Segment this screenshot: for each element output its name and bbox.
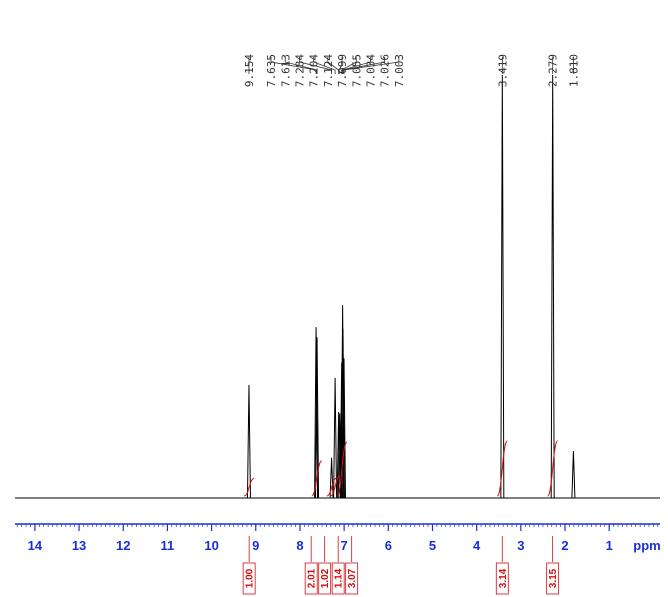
peak-label: 7.124: [322, 54, 335, 87]
leader-line: [270, 57, 317, 74]
integral-label: 3.14: [498, 568, 509, 588]
x-tick-label: 6: [385, 538, 392, 553]
x-tick-label: 1: [606, 538, 613, 553]
integral-label: 2.01: [307, 568, 318, 588]
integral-label: 1.14: [334, 568, 345, 588]
leader-line: [341, 57, 357, 74]
x-tick-label: 14: [28, 538, 43, 553]
leader-line: [313, 57, 336, 74]
integral-box: [345, 562, 359, 595]
integral-box: [495, 562, 509, 595]
integral-curve: [336, 441, 348, 497]
peak-label: 7.034: [364, 54, 377, 87]
integral-label: 1.02: [320, 568, 331, 588]
x-tick-label: 11: [161, 538, 175, 553]
peak-label: 7.003: [393, 54, 406, 87]
x-tick-label: 5: [429, 538, 436, 553]
peak-label: 7.613: [279, 54, 292, 87]
peak: [336, 412, 341, 499]
peak: [500, 74, 505, 499]
peak: [315, 337, 320, 499]
integral-label: 3.15: [548, 568, 559, 588]
x-tick-label: 13: [72, 538, 86, 553]
integral-curve: [547, 440, 559, 497]
integral-box: [242, 562, 256, 595]
peak-label: 7.026: [379, 54, 392, 87]
integral-curve: [330, 475, 341, 497]
peak: [550, 74, 555, 499]
peak: [333, 377, 338, 499]
integral-box: [331, 562, 345, 595]
integral-curve: [311, 460, 323, 497]
peak-label: 7.284: [293, 54, 306, 87]
x-tick-label: 12: [116, 538, 130, 553]
leader-line: [342, 57, 386, 74]
peak: [571, 451, 576, 499]
x-tick-label: 8: [296, 538, 303, 553]
x-tick-label: 7: [341, 538, 348, 553]
integral-label: 1.00: [245, 568, 256, 588]
peak: [340, 328, 345, 499]
leader-line: [339, 57, 343, 74]
peak: [314, 327, 319, 499]
leader-line: [327, 57, 340, 74]
peak-label: 2.279: [547, 54, 560, 87]
peak: [341, 358, 346, 499]
peak-label: 3.419: [496, 54, 509, 87]
peak-label: 1.810: [567, 54, 580, 87]
integral-curve: [243, 478, 255, 497]
peak-label: 9.154: [243, 54, 256, 87]
leader-line: [343, 57, 400, 74]
x-axis-label: ppm: [633, 538, 660, 553]
peak: [246, 385, 251, 499]
integral-label: 3.07: [347, 568, 358, 588]
integral-box: [318, 562, 332, 595]
integral-curve: [496, 440, 508, 497]
x-tick-label: 2: [561, 538, 568, 553]
peak-label: 7.055: [350, 54, 363, 87]
x-tick-label: 9: [252, 538, 259, 553]
leader-line: [299, 57, 332, 74]
x-tick-label: 3: [517, 538, 524, 553]
peak-label: 7.635: [265, 54, 278, 87]
integral-box: [546, 562, 560, 595]
leader-line: [284, 57, 318, 74]
x-tick-label: 4: [473, 538, 481, 553]
integral-curve: [326, 477, 337, 497]
x-tick-label: 10: [204, 538, 218, 553]
integral-box: [304, 562, 318, 595]
peak-label: 7.204: [308, 54, 321, 87]
